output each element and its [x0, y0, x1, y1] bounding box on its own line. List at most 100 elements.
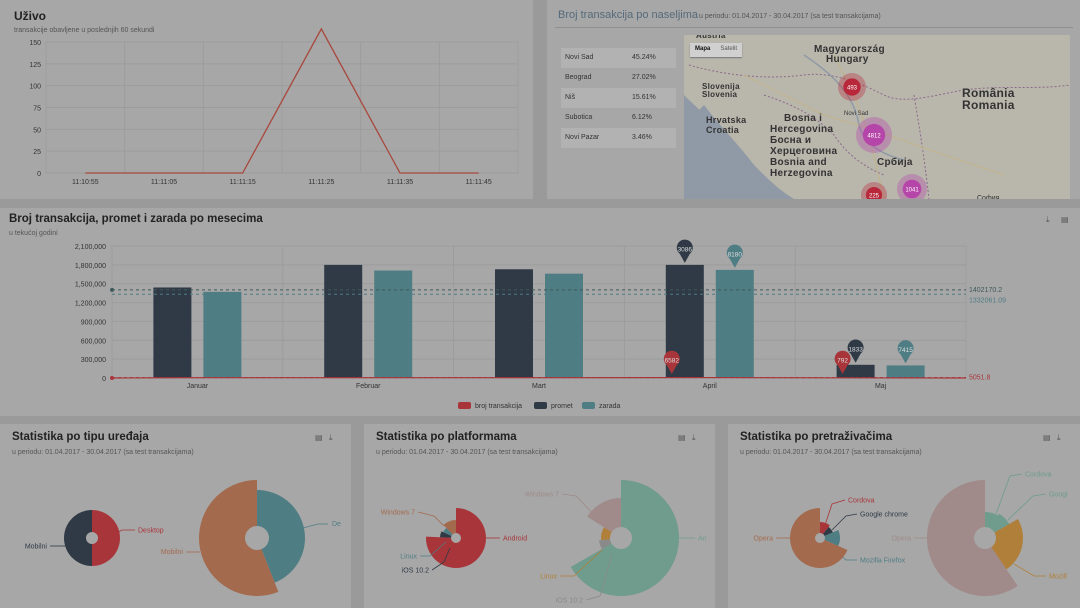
pie-label: Google chrome: [860, 512, 908, 519]
pie-slice: [823, 526, 833, 536]
map-border: [688, 64, 1070, 100]
x-tick-label: 11:11:45: [466, 179, 492, 186]
pie-leader-line: [824, 499, 846, 526]
map-marker: [843, 78, 861, 96]
table-row: Novi Pazar 3.46%: [561, 128, 676, 148]
map-sea-adriatic: [694, 105, 794, 199]
series-line: [85, 27, 479, 174]
pie-label: Cordova: [848, 498, 875, 505]
y-tick-label: 1,200,000: [75, 301, 106, 308]
pie-leader-line: [1013, 563, 1046, 577]
pie-slice: [257, 490, 306, 583]
map-type-toggle: Mapa Satelit: [690, 43, 743, 57]
x-tick-label: 11:11:05: [151, 179, 177, 186]
document-icon[interactable]: ▤: [678, 433, 686, 442]
legend-label: broj transakcija: [475, 403, 522, 410]
pie-label: Cordova: [1025, 472, 1052, 479]
city-pct: 3.46%: [632, 134, 652, 141]
map-tab-satellite[interactable]: Satelit: [720, 46, 738, 52]
map-label: София: [977, 195, 1000, 199]
y-tick-label: 75: [33, 106, 41, 113]
map-marker: [902, 179, 922, 199]
bar-zarada: [545, 273, 583, 378]
pie-label: Desktop: [138, 528, 164, 535]
city-name: Beograd: [565, 74, 592, 81]
marker-pin: [726, 244, 743, 268]
map-label: Bosnia and: [770, 157, 827, 168]
map-label: Austria: [696, 35, 726, 40]
pie-label: Linux: [540, 574, 557, 581]
pie-slice: [426, 508, 486, 568]
pie-leader-line: [831, 513, 858, 531]
average-label: 5051.8: [969, 375, 991, 382]
devices-pie-chart: Desktop Mobilni De Mobilni: [25, 480, 341, 596]
live-title: Uživo: [14, 9, 47, 23]
pie-label: Android: [503, 536, 527, 543]
map-label: Hungary: [826, 54, 869, 65]
map-label: Slovenija: [702, 82, 740, 91]
pie-slice: [92, 510, 120, 566]
marker-pin: [663, 350, 680, 374]
browsers-title: Statistika po pretraživačima: [740, 431, 893, 443]
y-tick-label: 125: [29, 62, 41, 69]
x-tick-label: 11:11:25: [308, 179, 334, 186]
x-tick-label: Januar: [187, 383, 209, 390]
download-icon[interactable]: ⤓: [692, 433, 696, 442]
map-label: Босна и: [770, 135, 811, 146]
y-tick-label: 900,000: [81, 319, 106, 326]
browsers-panel: Statistika po pretraživačima u periodu: …: [728, 424, 1080, 608]
map-label: România: [962, 86, 1015, 100]
pie-slice: [199, 480, 279, 596]
document-icon[interactable]: ▤: [315, 433, 323, 442]
map-label: Magyarország: [814, 44, 885, 55]
pie-slice: [991, 519, 1023, 570]
map-marker: [862, 123, 886, 147]
browsers-pie-chart: Cordova Google chrome Mozilla Firefox Opera…: [754, 472, 1068, 596]
map-label: Croatia: [706, 125, 740, 135]
map-label: Slovenia: [702, 90, 738, 99]
pie-leader-line: [420, 541, 447, 557]
download-icon[interactable]: ⤓: [329, 433, 333, 442]
map-border: [763, 94, 885, 176]
live-line-chart: 0 25 50 75 100 125 150 11:10:55 11:11:05 11:11:15…: [29, 27, 519, 186]
pie-label: Windows 7: [525, 492, 559, 499]
y-tick-label: 600,000: [81, 338, 106, 345]
bar-zarada: [886, 365, 925, 378]
pie-label: iOS 10.2: [556, 598, 583, 605]
legend-label: promet: [551, 403, 573, 410]
pie-slice: [601, 527, 612, 541]
pie-slice: [443, 527, 453, 536]
pie-leader-line: [560, 549, 603, 577]
city-title: Broj transakcija po naseljima: [558, 9, 699, 21]
download-icon[interactable]: ⤓: [1046, 215, 1050, 224]
marker-pin: [847, 339, 864, 363]
pie-label: Opera: [892, 536, 912, 543]
pie-label: De: [332, 521, 341, 528]
y-tick-label: 300,000: [81, 357, 106, 364]
y-tick-label: 1,500,000: [75, 282, 106, 289]
document-icon[interactable]: ▤: [1061, 215, 1069, 224]
x-tick-label: April: [703, 383, 717, 390]
x-tick-label: 11:11:35: [387, 179, 413, 186]
pie-leader-line: [114, 529, 135, 535]
pie-slice: [570, 480, 679, 596]
city-table: Novi Sad 45.24% Beograd 27.02% Niš 15.61% S…: [561, 48, 677, 148]
x-tick-label: Maj: [875, 383, 887, 390]
y-tick-label: 0: [102, 376, 106, 383]
average-label: 1402170.2: [969, 287, 1002, 294]
legend-label: zarada: [599, 403, 621, 410]
marker-pin-label: 8180: [728, 251, 743, 258]
bar-zarada: [374, 270, 413, 378]
document-icon[interactable]: ▤: [1043, 433, 1051, 442]
map-label: Херцеговина: [770, 146, 838, 157]
download-icon[interactable]: ⤓: [1057, 433, 1061, 442]
marker-pin-label: 6582: [665, 358, 680, 365]
live-subtitle: transakcije obavljene u poslednjih 60 se…: [14, 27, 155, 34]
table-row: Beograd 27.02%: [561, 68, 676, 88]
map-view[interactable]: Austria Magyarország Hungary Slovenija Slove…: [684, 35, 1070, 199]
map-label: Novi Sad: [844, 111, 868, 117]
map-tab-map[interactable]: Mapa: [695, 46, 711, 52]
devices-title: Statistika po tipu uređaja: [12, 431, 149, 443]
pie-label: Mobilni: [161, 549, 184, 556]
pie-leader-line: [585, 553, 613, 601]
